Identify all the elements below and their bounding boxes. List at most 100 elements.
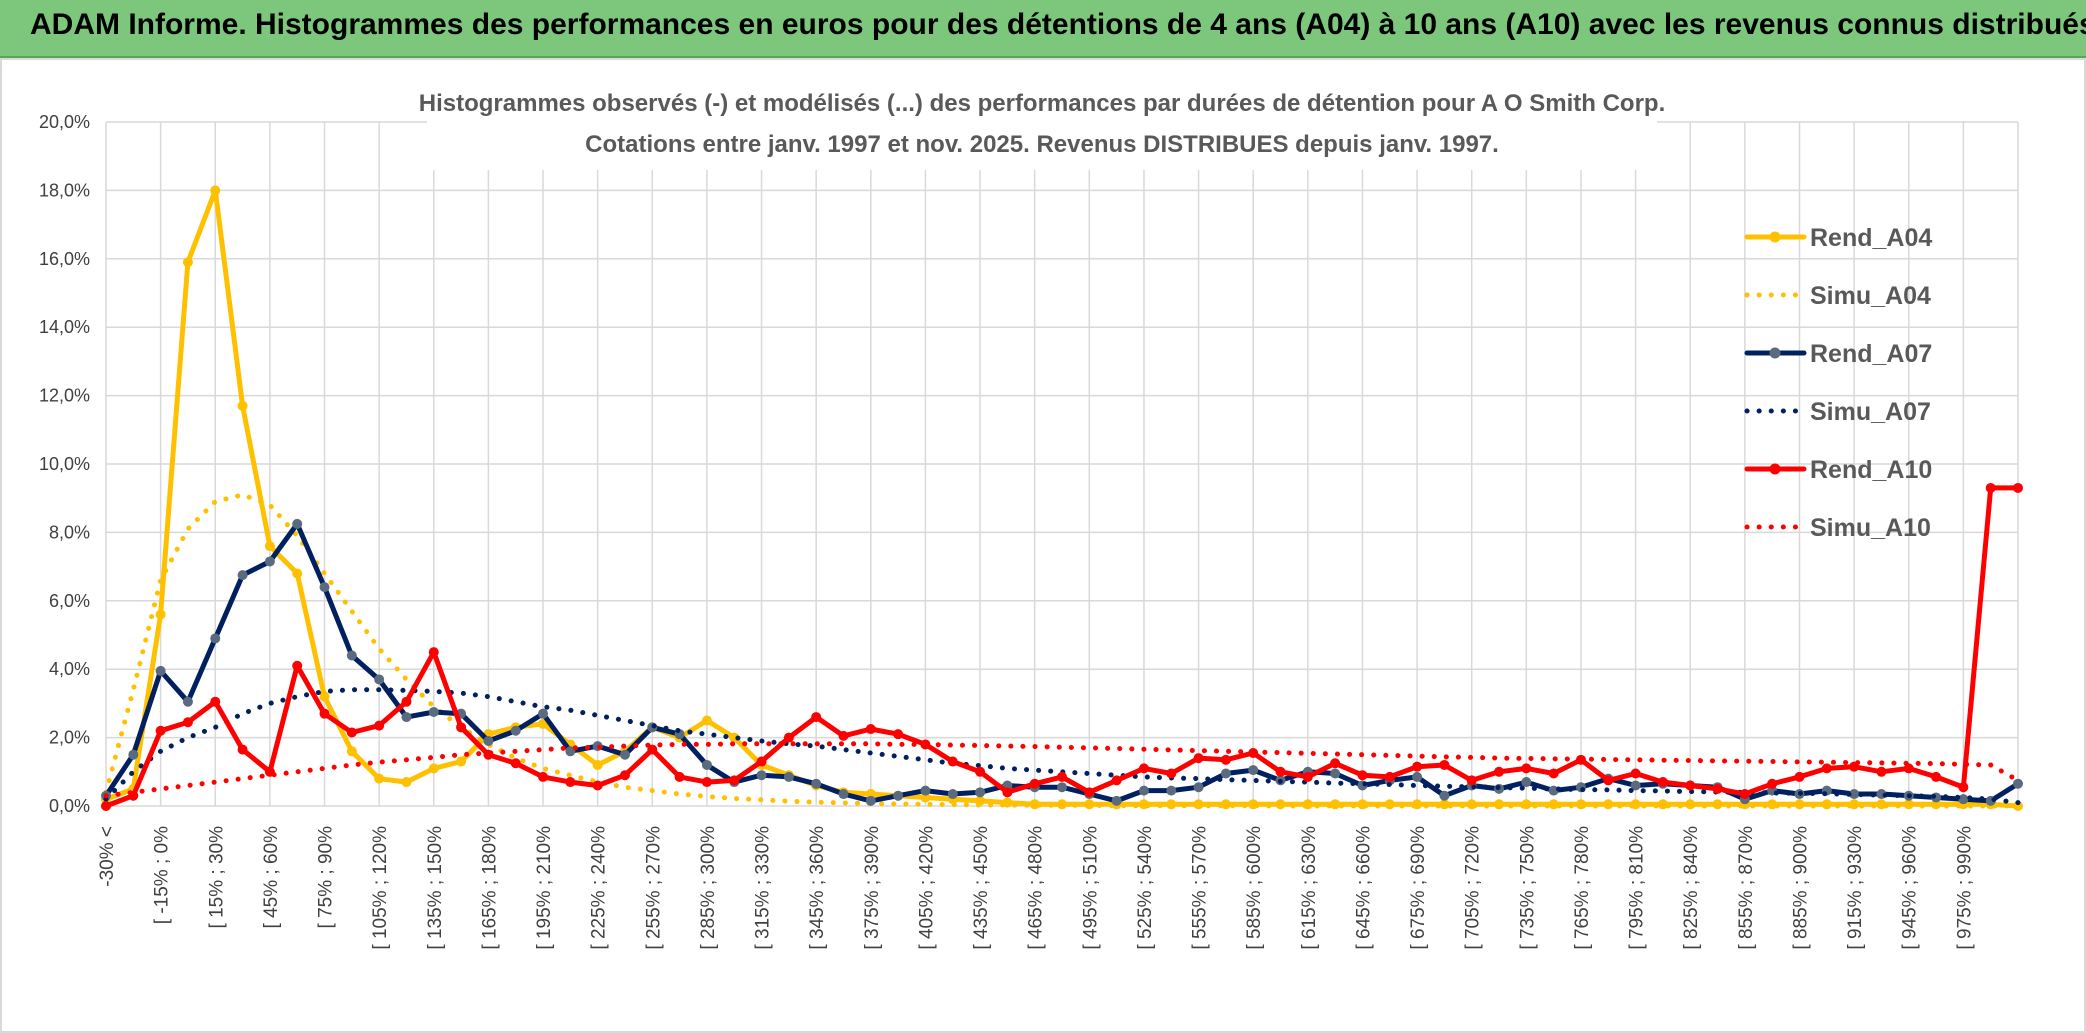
y-tick-label: 4,0% (49, 659, 90, 679)
data-point (1193, 782, 1204, 793)
data-point (1439, 799, 1450, 810)
x-tick-label: [ 495% ; 510% (1080, 826, 1101, 950)
data-point (1302, 771, 1313, 782)
data-point (538, 771, 549, 782)
data-point (456, 756, 467, 767)
y-axis-ticks: 0,0% 2,0% 4,0% 6,0% 8,0% 10,0% 12,0% 14,0% 16,0%… (39, 112, 90, 816)
data-point (619, 749, 630, 760)
chart-svg: Histogrammes observés (-) et modélisés (… (39, 70, 2023, 950)
data-point (1439, 759, 1450, 770)
data-point (1548, 768, 1559, 779)
data-point (210, 696, 221, 707)
x-tick-label: [ 45% ; 60% (261, 826, 282, 929)
data-point (210, 633, 221, 644)
data-point (811, 778, 822, 789)
x-tick-label: [ 285% ; 300% (698, 826, 719, 950)
data-point (1821, 763, 1832, 774)
data-point (1466, 775, 1477, 786)
data-point (1111, 795, 1122, 806)
data-point (155, 725, 166, 736)
data-point (1275, 766, 1286, 777)
data-point (1193, 753, 1204, 764)
series-line (103, 492, 2021, 809)
data-point (182, 717, 193, 728)
data-point (947, 756, 958, 767)
data-point (1739, 789, 1750, 800)
data-point (647, 744, 658, 755)
x-tick-label: [ 435% ; 450% (971, 826, 992, 950)
legend-label: Simu_A10 (1810, 514, 1931, 542)
x-tick-label: [ 885% ; 900% (1790, 826, 1811, 950)
data-point (374, 674, 385, 685)
data-point (1630, 780, 1641, 791)
data-point (1903, 763, 1914, 774)
data-point (565, 746, 576, 757)
x-tick-label: [ 165% ; 180% (479, 826, 500, 950)
data-point (1767, 778, 1778, 789)
x-tick-label: [ 675% ; 690% (1408, 826, 1429, 950)
x-tick-label: [ 105% ; 120% (370, 826, 391, 950)
data-point (2013, 778, 2023, 789)
x-tick-label: [ 855% ; 870% (1736, 826, 1757, 950)
data-point (865, 789, 876, 800)
data-point (1412, 761, 1423, 772)
y-tick-label: 14,0% (39, 317, 90, 337)
data-point (374, 720, 385, 731)
data-point (483, 736, 494, 747)
x-tick-label: [ 915% ; 930% (1845, 826, 1866, 950)
x-tick-label: [ 465% ; 480% (1026, 826, 1047, 950)
data-point (346, 746, 357, 757)
legend-item: Simu_A04 (1744, 282, 1931, 310)
title-background (427, 70, 1657, 170)
data-point (674, 771, 685, 782)
data-point (128, 749, 139, 760)
data-point (893, 790, 904, 801)
legend-item: Rend_A10 (1744, 456, 1932, 484)
data-point (1330, 758, 1341, 769)
data-point (2013, 482, 2023, 493)
data-point (756, 770, 767, 781)
x-tick-label: [ 765% ; 780% (1572, 826, 1593, 950)
x-tick-label: [ 315% ; 330% (753, 826, 774, 950)
x-tick-label: [ 405% ; 420% (916, 826, 937, 950)
x-axis-ticks: -30% < [ -15% ; 0% [ 15% ; 30% [ 45% ; 60% [… (97, 826, 1975, 950)
x-tick-label: [ 825% ; 840% (1681, 826, 1702, 950)
data-point (1248, 765, 1259, 776)
data-point (1876, 766, 1887, 777)
data-point (592, 759, 603, 770)
x-tick-label: [ -15% ; 0% (152, 826, 173, 924)
data-point (1657, 777, 1668, 788)
data-point (1985, 482, 1996, 493)
x-tick-label: [ 255% ; 270% (643, 826, 664, 950)
data-point (865, 724, 876, 735)
x-tick-label: -30% < (97, 826, 118, 887)
data-point (1712, 783, 1723, 794)
data-point (920, 792, 931, 803)
data-point (401, 696, 412, 707)
data-point (1630, 768, 1641, 779)
legend-item: Rend_A04 (1744, 224, 1932, 252)
x-tick-label: [ 615% ; 630% (1299, 826, 1320, 950)
legend-marker (1769, 231, 1781, 243)
grid-layer (105, 121, 2019, 807)
legend: Rend_A04 Simu_A04 Rend_A07 Simu_A07 Rend_A10… (1744, 224, 1932, 542)
data-point (401, 777, 412, 788)
data-point (783, 771, 794, 782)
data-point (1357, 770, 1368, 781)
x-tick-label: [ 225% ; 240% (589, 826, 610, 950)
legend-label: Rend_A07 (1810, 340, 1932, 368)
data-point (210, 185, 221, 196)
data-point (865, 795, 876, 806)
data-point (538, 708, 549, 719)
data-point (1494, 766, 1505, 777)
data-point (947, 789, 958, 800)
data-point (510, 725, 521, 736)
data-point (237, 570, 248, 581)
data-point (101, 801, 111, 811)
data-point (565, 777, 576, 788)
data-point (1521, 763, 1532, 774)
x-tick-label: [ 375% ; 390% (862, 826, 883, 950)
data-point (1412, 771, 1423, 782)
x-tick-label: [ 975% ; 990% (1954, 826, 1975, 950)
